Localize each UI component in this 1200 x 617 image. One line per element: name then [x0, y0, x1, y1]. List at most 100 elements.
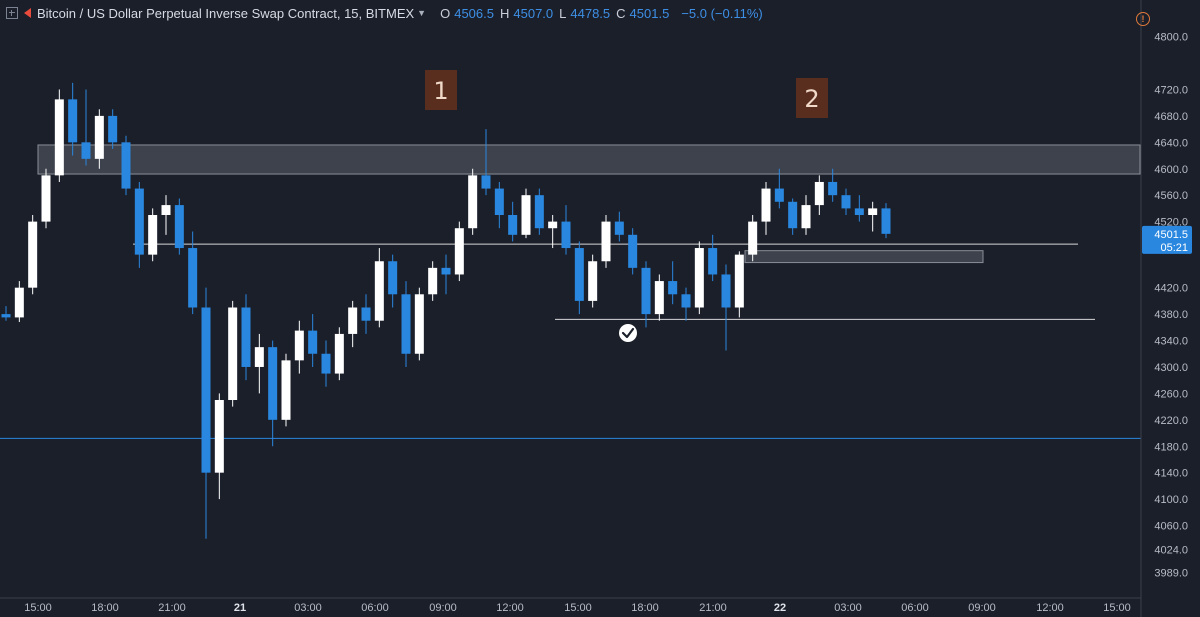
- candle-body: [241, 307, 251, 367]
- price-badge: 4501.505:21: [1142, 225, 1192, 254]
- candle-body: [41, 175, 51, 222]
- candle-body: [401, 294, 411, 354]
- symbol-title[interactable]: Bitcoin / US Dollar Perpetual Inverse Sw…: [37, 5, 415, 21]
- candle-body: [668, 281, 678, 295]
- candle-body: [161, 205, 171, 215]
- candle-body: [654, 281, 664, 315]
- candle-body: [81, 142, 91, 159]
- price-badge-timer: 05:21: [1160, 242, 1188, 254]
- y-tick-label: 4680.0: [1154, 111, 1188, 123]
- warning-icon[interactable]: !: [1136, 12, 1150, 26]
- low-value: 4478.5: [570, 5, 611, 21]
- y-tick-label: 4220.0: [1154, 415, 1188, 427]
- candle-body: [748, 221, 758, 255]
- candle-body: [734, 254, 744, 308]
- high-label: H: [499, 5, 510, 21]
- candles: [1, 82, 891, 539]
- candle-body: [28, 221, 38, 288]
- candle-body: [134, 188, 144, 255]
- annotation-label: 1: [433, 77, 448, 105]
- candle-body: [228, 307, 238, 400]
- candle-body: [1, 314, 11, 318]
- y-tick-label: 4140.0: [1154, 468, 1188, 480]
- zones: [37, 144, 1141, 264]
- candle-body: [854, 208, 864, 215]
- candle-body: [281, 360, 291, 420]
- candle-body: [334, 333, 344, 374]
- candle-body: [68, 99, 78, 143]
- candle-body: [801, 205, 811, 229]
- price-axis[interactable]: 4800.0 4720.0 4680.0 4640.0 4600.0 4560.0 4520…: [1154, 32, 1188, 580]
- y-tick-label: 4260.0: [1154, 388, 1188, 400]
- candle-body: [214, 400, 224, 473]
- candle-body: [814, 181, 824, 206]
- candle-body: [708, 248, 718, 275]
- x-tick-label: 03:00: [294, 602, 322, 614]
- y-tick-label: 4100.0: [1154, 494, 1188, 506]
- y-tick-label: 4720.0: [1154, 84, 1188, 96]
- candle-body: [94, 115, 104, 159]
- close-value: 4501.5: [629, 5, 670, 21]
- candle-body: [721, 274, 731, 308]
- candle-body: [454, 228, 464, 275]
- candle-body: [414, 294, 424, 354]
- x-tick-label: 15:00: [1103, 602, 1131, 614]
- y-tick-label: 4300.0: [1154, 362, 1188, 374]
- x-tick-label: 15:00: [24, 602, 52, 614]
- check-circle: [619, 324, 637, 342]
- candle-body: [761, 188, 771, 222]
- x-tick-label: 18:00: [631, 602, 659, 614]
- x-tick-label: 18:00: [91, 602, 119, 614]
- candle-body: [694, 248, 704, 308]
- y-tick-label: 4560.0: [1154, 190, 1188, 202]
- candle-body: [561, 221, 571, 249]
- candle-body: [14, 287, 24, 318]
- candle-body: [148, 215, 158, 255]
- candle-body: [508, 215, 518, 235]
- x-tick-label: 22: [774, 602, 786, 614]
- candle-body: [494, 188, 504, 215]
- candle-body: [481, 175, 491, 189]
- candle-body: [468, 175, 478, 229]
- open-label: O: [440, 5, 451, 21]
- candle-body: [201, 307, 211, 473]
- exchange-flag-icon: [24, 8, 31, 18]
- x-tick-label: 03:00: [834, 602, 862, 614]
- y-tick-label: 4060.0: [1154, 521, 1188, 533]
- y-tick-label: 3989.0: [1154, 567, 1188, 579]
- candle-body: [188, 248, 198, 308]
- candle-body: [574, 248, 584, 301]
- annotation-label: 2: [804, 85, 819, 113]
- y-tick-label: 4380.0: [1154, 309, 1188, 321]
- candle-body: [614, 221, 624, 235]
- annotation-label-box: [425, 70, 457, 110]
- chevron-down-icon[interactable]: ▼: [417, 8, 427, 18]
- x-tick-label: 21: [234, 602, 246, 614]
- candle-body: [601, 221, 611, 262]
- check-mark: [621, 327, 635, 339]
- x-tick-label: 15:00: [564, 602, 592, 614]
- high-value: 4507.0: [513, 5, 554, 21]
- price-badge-value: 4501.5: [1154, 229, 1188, 241]
- x-tick-label: 12:00: [496, 602, 524, 614]
- x-tick-label: 12:00: [1036, 602, 1064, 614]
- candle-body: [308, 330, 318, 354]
- candle-body: [641, 267, 651, 315]
- candle-body: [254, 347, 264, 367]
- x-tick-label: 21:00: [158, 602, 186, 614]
- price-badge-box: [1142, 225, 1192, 254]
- candle-body: [681, 294, 691, 308]
- candle-body: [841, 195, 851, 209]
- candle-body: [774, 188, 784, 202]
- ohlc-close: C 4501.5: [616, 6, 669, 21]
- candle-body: [881, 208, 891, 234]
- ohlc-low: L 4478.5: [559, 6, 610, 21]
- demand-zone: [744, 250, 984, 264]
- candle-body: [441, 267, 451, 275]
- expand-icon[interactable]: [6, 7, 18, 19]
- time-axis[interactable]: 15:00 18:00 21:00 21 03:00 06:00 09:00 12:00 15:…: [24, 602, 1131, 614]
- candle-body: [294, 330, 304, 361]
- candle-body: [521, 195, 531, 235]
